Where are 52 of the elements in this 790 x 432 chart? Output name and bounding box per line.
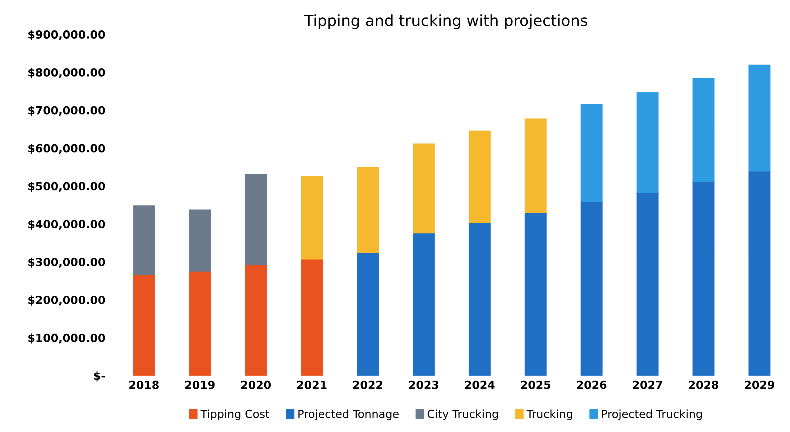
y-tick-label: $200,000.00 (28, 296, 106, 306)
bar (692, 78, 715, 182)
bar (692, 181, 715, 376)
y-tick-label: $400,000.00 (28, 220, 106, 230)
bar (748, 171, 771, 376)
bar (133, 274, 156, 376)
x-tick-label: 2019 (186, 380, 215, 390)
y-tick-label: $900,000.00 (28, 30, 106, 40)
chart-title: Tipping and trucking with projections (304, 14, 588, 30)
bar (301, 176, 324, 260)
bar (189, 271, 212, 376)
bar (580, 201, 603, 376)
bar (636, 192, 659, 376)
bar (468, 222, 491, 376)
y-tick-label: $100,000.00 (28, 334, 106, 344)
bar (636, 92, 659, 194)
x-tick-label: 2022 (353, 380, 383, 390)
x-tick-label: 2029 (745, 380, 774, 390)
x-tick-label: 2027 (633, 380, 662, 390)
legend-label: Trucking (526, 410, 572, 420)
bar (524, 118, 547, 214)
y-tick-label: $600,000.00 (28, 144, 106, 154)
x-tick-label: 2028 (689, 380, 719, 390)
x-tick-label: 2025 (521, 380, 551, 390)
y-tick-label: $- (94, 372, 106, 382)
bar (357, 167, 379, 253)
x-tick-label: 2024 (465, 380, 495, 390)
y-tick-label: $700,000.00 (28, 106, 106, 116)
y-tick-label: $800,000.00 (28, 68, 106, 78)
x-tick-label: 2018 (130, 380, 159, 390)
bar (245, 264, 268, 376)
bar (524, 212, 547, 376)
bar (412, 232, 435, 376)
legend-label: Projected Tonnage (298, 410, 399, 420)
bar (245, 174, 268, 266)
bar (357, 252, 379, 376)
legend-label: City Trucking (428, 410, 498, 420)
legend-label: Tipping Cost (200, 410, 270, 420)
bar (748, 64, 771, 172)
x-tick-label: 2020 (242, 380, 272, 390)
y-tick-label: $500,000.00 (28, 182, 106, 192)
bar (580, 104, 603, 202)
bar (189, 210, 212, 272)
bar (301, 259, 324, 376)
bar (133, 206, 156, 275)
x-tick-label: 2023 (409, 380, 439, 390)
y-tick-label: $300,000.00 (28, 258, 106, 268)
bar (468, 130, 491, 224)
x-tick-label: 2026 (577, 380, 607, 390)
legend-label: Projected Trucking (602, 410, 702, 420)
x-tick-label: 2021 (297, 380, 327, 390)
bar (412, 144, 435, 234)
